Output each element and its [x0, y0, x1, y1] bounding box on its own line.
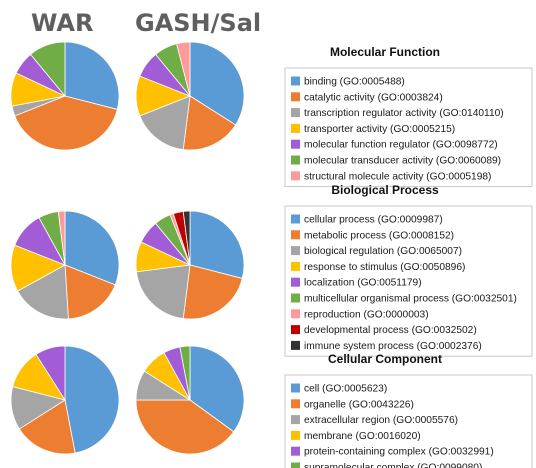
pie-slice-war-cellular-process — [64, 210, 120, 286]
legend-swatch — [291, 340, 300, 350]
legend-swatch — [291, 261, 300, 271]
legend-swatch — [291, 415, 300, 425]
legend-label: extracellular region (GO:0005576) — [304, 415, 458, 426]
pie-slice-war-cell — [64, 345, 120, 454]
pie-gash-sal — [135, 210, 245, 320]
pie-slice-gash-sal-cellular-process — [189, 210, 245, 279]
legend-label: biological regulation (GO:0065007) — [304, 246, 462, 257]
pie-war — [10, 345, 120, 455]
legend-swatch — [291, 92, 300, 102]
legend-box — [284, 374, 533, 468]
pie-slice-gash-sal-transcription-regulator-activity — [139, 95, 191, 151]
pie-slice-war-reproduction — [57, 210, 66, 266]
legend-label: metabolic process (GO:0008152) — [304, 230, 454, 241]
section-title: Biological Process — [331, 183, 439, 197]
legend-label: cell (GO:0005623) — [304, 384, 387, 395]
pie-slice-gash-sal-immune-system-process — [182, 210, 191, 266]
pie-slice-gash-sal-cell — [189, 345, 245, 433]
pie-gash-sal — [135, 345, 245, 455]
legend-label: supramolecular complex (GO:0099080) — [304, 463, 482, 468]
pie-slice-gash-sal-catalytic-activity — [182, 95, 237, 151]
legend-swatch — [291, 462, 300, 468]
pie-slice-war-organelle — [18, 399, 76, 455]
pie-slice-gash-sal-metabolic-process — [182, 264, 243, 320]
pie-slice-gash-sal-biological-regulation — [135, 264, 191, 320]
legend-swatch — [291, 277, 300, 287]
legend-swatch — [291, 309, 300, 319]
legend-swatch — [291, 214, 300, 224]
pie-slice-war-molecular-transducer-activity — [30, 41, 66, 98]
chart-biological-process: Biological Process cellular process (GO:0… — [10, 183, 533, 357]
legend-label: reproduction (GO:0000003) — [304, 309, 429, 320]
pie-slice-war-metabolic-process — [64, 264, 116, 320]
legend-swatch — [291, 430, 300, 440]
pie-slice-war-catalytic-activity — [14, 95, 118, 151]
legend-label: multicellular organismal process (GO:003… — [304, 294, 517, 305]
legend-swatch — [291, 230, 300, 240]
pie-slice-war-biological-regulation — [17, 264, 69, 320]
legend-swatch — [291, 108, 300, 118]
legend-label: immune system process (GO:0002376) — [304, 341, 482, 352]
legend-swatch — [291, 155, 300, 165]
legend-swatch — [291, 446, 300, 456]
legend-label: binding (GO:0005488) — [304, 77, 405, 88]
section-title: Cellular Component — [328, 352, 442, 366]
column-title-gash-sal: GASH/Sal — [135, 9, 261, 37]
pie-slice-war-binding — [64, 41, 120, 110]
column-title-war: WAR — [31, 9, 93, 37]
legend-label: developmental process (GO:0032502) — [304, 325, 477, 336]
legend-label: protein-containing complex (GO:0032991) — [304, 447, 494, 458]
chart-molecular-function: Molecular Function binding (GO:0005488) ca… — [10, 41, 533, 188]
legend-label: structural molecule activity (GO:0005198… — [304, 171, 491, 182]
legend-box — [284, 67, 533, 188]
legend-label: molecular transducer activity (GO:006008… — [304, 156, 501, 167]
legend-label: molecular function regulator (GO:0098772… — [304, 140, 498, 151]
legend-swatch — [291, 325, 300, 335]
legend-swatch — [291, 383, 300, 393]
legend-label: response to stimulus (GO:0050896) — [304, 262, 465, 273]
chart-cellular-component: Cellular Component cell (GO:0005623) organ… — [10, 345, 533, 468]
pie-slice-war-protein-containing-complex — [35, 345, 66, 402]
pie-slice-gash-sal-organelle — [135, 399, 235, 455]
charts-container: Molecular Function binding (GO:0005488) ca… — [10, 41, 533, 468]
legend-swatch — [291, 76, 300, 86]
legend-swatch — [291, 171, 300, 181]
pie-slice-gash-sal-supramolecular-complex — [179, 345, 191, 401]
legend-label: transporter activity (GO:0005215) — [304, 124, 455, 135]
legend-swatch — [291, 293, 300, 303]
pie-slice-gash-sal-structural-molecule-activity — [176, 41, 191, 97]
pie-war — [10, 41, 120, 151]
legend-label: catalytic activity (GO:0003824) — [304, 92, 443, 103]
legend-box — [284, 205, 533, 357]
legend-swatch — [291, 123, 300, 133]
legend-label: cellular process (GO:0009987) — [304, 215, 443, 226]
legend-label: localization (GO:0051179) — [304, 278, 422, 289]
legend-swatch — [291, 139, 300, 149]
legend-swatch — [291, 246, 300, 256]
legend-label: organelle (GO:0043226) — [304, 399, 414, 410]
pie-gash-sal — [135, 41, 245, 151]
legend-label: membrane (GO:0016020) — [304, 431, 421, 442]
legend-label: transcription regulator activity (GO:014… — [304, 108, 504, 119]
pie-war — [10, 210, 120, 320]
legend-swatch — [291, 399, 300, 409]
section-title: Molecular Function — [330, 45, 440, 59]
